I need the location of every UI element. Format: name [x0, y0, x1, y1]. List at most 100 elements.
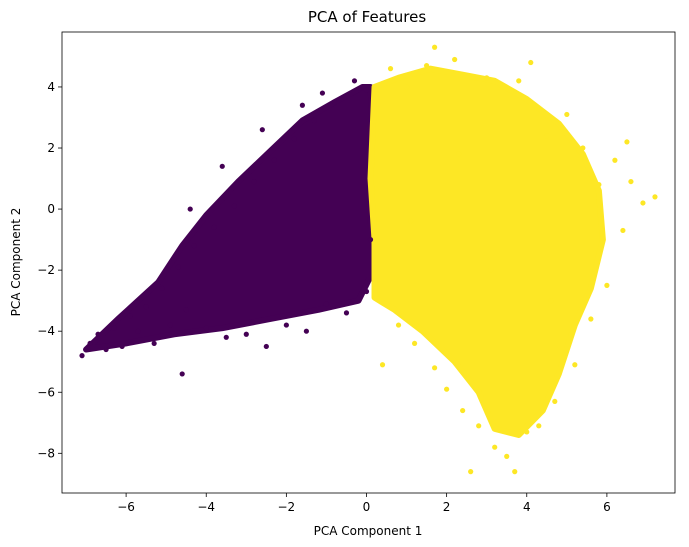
- scatter-point-cluster-0: [111, 325, 117, 331]
- x-tick-label: −6: [117, 500, 135, 514]
- scatter-point-cluster-1: [580, 145, 586, 151]
- y-tick-label: −2: [37, 263, 55, 277]
- scatter-point-cluster-1: [484, 75, 490, 81]
- scatter-point-cluster-0: [319, 90, 326, 96]
- scatter-point-cluster-0: [299, 102, 305, 108]
- scatter-point-cluster-0: [79, 353, 85, 359]
- scatter-point-cluster-1: [544, 133, 550, 139]
- scatter-point-cluster-1: [504, 453, 510, 459]
- scatter-point-cluster-1: [411, 340, 418, 347]
- scatter-point-cluster-1: [407, 218, 414, 224]
- scatter-point-cluster-1: [395, 322, 402, 328]
- plot-area: [61, 31, 676, 494]
- scatter-point-cluster-1: [564, 111, 570, 118]
- scatter-point-cluster-0: [203, 325, 209, 331]
- scatter-point-cluster-0: [103, 346, 109, 353]
- scatter-point-cluster-0: [159, 285, 165, 292]
- y-tick-label: 2: [47, 141, 55, 155]
- cluster-1-region: [367, 65, 606, 438]
- scatter-point-cluster-1: [624, 139, 630, 145]
- scatter-point-cluster-0: [191, 243, 197, 249]
- x-axis-label: PCA Component 1: [314, 524, 423, 538]
- scatter-point-cluster-1: [524, 429, 530, 435]
- scatter-point-cluster-0: [183, 307, 189, 313]
- scatter-point-cluster-1: [444, 386, 450, 392]
- scatter-point-cluster-1: [379, 362, 386, 368]
- scatter-point-cluster-1: [403, 84, 410, 90]
- x-tick-label: 4: [523, 500, 531, 514]
- x-tick-label: −4: [197, 500, 215, 514]
- cluster-0-region: [83, 83, 378, 353]
- scatter-point-cluster-1: [604, 282, 610, 288]
- scatter-point-cluster-1: [488, 267, 494, 273]
- x-axis: −6 −4 −2 0 2 4 6: [117, 493, 611, 514]
- scatter-point-cluster-0: [87, 340, 93, 347]
- scatter-point-cluster-1: [452, 56, 458, 63]
- scatter-point-cluster-0: [223, 334, 229, 340]
- scatter-point-cluster-1: [492, 444, 498, 450]
- scatter-point-cluster-0: [363, 288, 370, 295]
- scatter-point-cluster-1: [572, 362, 578, 368]
- scatter-point-cluster-0: [343, 310, 350, 316]
- y-tick-label: −4: [37, 324, 55, 338]
- scatter-point-cluster-1: [468, 469, 474, 475]
- scatter-point-cluster-1: [432, 365, 438, 371]
- scatter-point-cluster-0: [119, 343, 125, 350]
- scatter-point-cluster-0: [367, 237, 374, 243]
- scatter-point-cluster-1: [516, 78, 522, 84]
- scatter-point-cluster-0: [231, 203, 237, 209]
- scatter-point-cluster-0: [167, 322, 173, 328]
- scatter-point-cluster-1: [640, 200, 646, 206]
- scatter-point-cluster-1: [548, 298, 554, 304]
- scatter-point-cluster-0: [179, 371, 185, 377]
- scatter-point-cluster-0: [303, 328, 309, 334]
- y-axis: −8 −6 −4 −2 0 2 4: [37, 80, 62, 460]
- plot-frame: [61, 31, 676, 494]
- scatter-point-cluster-1: [528, 59, 534, 66]
- scatter-point-cluster-0: [95, 331, 101, 337]
- scatter-point-cluster-1: [371, 87, 378, 93]
- scatter-point-cluster-0: [127, 313, 133, 319]
- scatter-point-cluster-1: [460, 407, 466, 414]
- scatter-point-cluster-0: [251, 178, 257, 185]
- scatter-point-cluster-0: [243, 331, 249, 337]
- scatter-point-cluster-0: [211, 224, 217, 230]
- scatter-points: [79, 44, 658, 475]
- scatter-point-cluster-1: [476, 423, 482, 429]
- x-tick-label: −2: [278, 500, 296, 514]
- scatter-point-cluster-1: [387, 66, 394, 72]
- scatter-point-cluster-1: [552, 398, 558, 405]
- scatter-point-cluster-0: [187, 206, 193, 212]
- x-tick-label: 6: [603, 500, 611, 514]
- scatter-point-cluster-1: [620, 227, 626, 234]
- scatter-point-cluster-1: [588, 316, 594, 322]
- x-tick-label: 0: [363, 500, 371, 514]
- cluster-layer: [83, 65, 606, 438]
- scatter-point-cluster-0: [351, 78, 358, 84]
- scatter-point-cluster-1: [536, 423, 542, 429]
- chart-title: PCA of Features: [308, 8, 426, 26]
- y-axis-label: PCA Component 2: [9, 208, 23, 317]
- y-tick-label: 0: [47, 202, 55, 216]
- y-tick-label: −8: [37, 446, 55, 460]
- y-tick-label: 4: [47, 80, 55, 94]
- scatter-point-cluster-0: [219, 163, 225, 169]
- scatter-point-cluster-0: [143, 304, 149, 310]
- scatter-point-cluster-1: [423, 62, 430, 69]
- scatter-point-cluster-1: [628, 178, 634, 185]
- scatter-point-cluster-0: [363, 87, 370, 93]
- scatter-point-cluster-0: [151, 340, 157, 347]
- scatter-point-cluster-0: [135, 328, 141, 334]
- scatter-point-cluster-1: [596, 182, 602, 188]
- scatter-point-cluster-1: [456, 151, 462, 157]
- scatter-point-cluster-0: [271, 157, 277, 163]
- x-tick-label: 2: [443, 500, 451, 514]
- y-tick-label: −6: [37, 385, 55, 399]
- scatter-point-cluster-0: [311, 117, 318, 124]
- scatter-point-cluster-0: [331, 99, 338, 105]
- scatter-point-cluster-0: [259, 127, 265, 133]
- scatter-point-cluster-0: [263, 343, 269, 350]
- scatter-point-cluster-1: [652, 194, 658, 200]
- scatter-point-cluster-1: [612, 157, 618, 163]
